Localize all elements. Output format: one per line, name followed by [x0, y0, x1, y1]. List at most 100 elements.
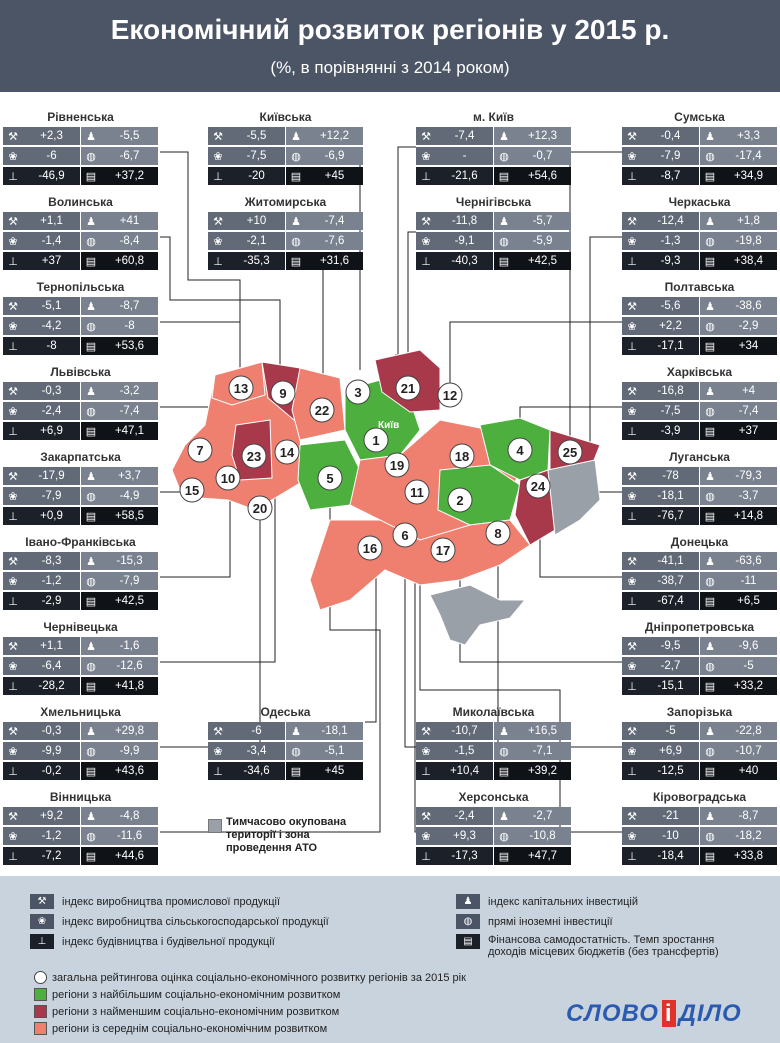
indicator-value: -9,6: [738, 640, 759, 652]
indicator-cell: ❀ -: [416, 147, 493, 165]
indicator-value: -20: [248, 170, 265, 182]
indicator-value: +43,6: [114, 765, 145, 777]
rank-circle: [447, 487, 473, 513]
rank-number: 5: [326, 471, 333, 486]
indicator-cell: ⚒ -0,4: [622, 127, 699, 145]
indicator-cell: ♟ -4,8: [81, 807, 158, 825]
indicator-cell: ▤ +45: [286, 762, 363, 780]
indicator-row: ⊥ +6,9 ▤ +47,1: [3, 422, 158, 440]
indicator-row: ⚒ -9,5 ♟ -9,6: [622, 637, 777, 655]
indicator-row: ⊥ +10,4 ▤ +39,2: [416, 762, 571, 780]
globe-icon: ◍: [291, 745, 301, 758]
indicator-cell: ⚒ -5: [622, 722, 699, 740]
region-name: Тернопільська: [36, 280, 125, 294]
indicator-cell: ⊥ -17,3: [416, 847, 493, 865]
indicator-cell: ⊥ -34,6: [208, 762, 285, 780]
rank-circle: [395, 375, 421, 401]
money-icon: ▤: [85, 425, 97, 438]
indicator-value: -10,7: [735, 745, 762, 757]
indicator-row: ⚒ -12,4 ♟ +1,8: [622, 212, 777, 230]
indicator-row: ❀ -18,1 ◍ -3,7: [622, 487, 777, 505]
people-icon: ♟: [86, 300, 96, 313]
region-card-chernivtsi: Чернівецька ⚒ +1,1 ♟ -1,6 ❀ -6,4 ◍ -12,6 ⊥ -28,2 ▤ +…: [3, 620, 158, 695]
indicator-cell: ⚒ -17,9: [3, 467, 80, 485]
region-card-kherson: Херсонська ⚒ -2,4 ♟ -2,7 ❀ +9,3 ◍ -10,8 ⊥ -17,3 ▤ +4…: [416, 790, 571, 865]
indicator-row: ❀ -1,3 ◍ -19,8: [622, 232, 777, 250]
indicator-cell: ⚒ -2,4: [416, 807, 493, 825]
region-name: Волинська: [48, 195, 113, 209]
rank-circle: [384, 452, 410, 478]
region-shape-ato: [547, 459, 601, 536]
wrench-icon: ⚒: [627, 725, 637, 738]
crane-icon: ⊥: [627, 595, 637, 608]
indicator-value: -1,5: [454, 745, 475, 757]
indicator-cell: ◍ -7,4: [81, 402, 158, 420]
indicator-row: ❀ - ◍ -0,7: [416, 147, 571, 165]
crane-icon: ⊥: [627, 425, 637, 438]
money-icon: ▤: [456, 934, 480, 949]
indicator-cell: ⚒ -0,3: [3, 382, 80, 400]
indicator-cell: ❀ +6,9: [622, 742, 699, 760]
indicator-row: ⚒ +2,3 ♟ -5,5: [3, 127, 158, 145]
wrench-icon: ⚒: [627, 385, 637, 398]
indicator-cell: ♟ -38,6: [700, 297, 777, 315]
indicator-row: ⊥ +0,9 ▤ +58,5: [3, 507, 158, 525]
indicator-cell: ❀ -7,9: [3, 487, 80, 505]
wrench-icon: ⚒: [627, 215, 637, 228]
globe-icon: ◍: [705, 150, 715, 163]
indicator-row: ⊥ -2,9 ▤ +42,5: [3, 592, 158, 610]
region-name: Харківська: [666, 365, 733, 379]
capital-label: Київ: [378, 420, 399, 431]
globe-icon: ◍: [705, 745, 715, 758]
indicator-row: ⊥ -28,2 ▤ +41,8: [3, 677, 158, 695]
indicator-cell: ▤ +39,2: [494, 762, 571, 780]
indicator-cell: ⊥ -46,9: [3, 167, 80, 185]
indicator-value: -8: [46, 340, 57, 352]
rank-number: 8: [494, 526, 501, 541]
indicator-cell: ▤ +43,6: [81, 762, 158, 780]
indicator-value: -7,5: [660, 405, 681, 417]
indicator-cell: ◍ -5,9: [494, 232, 571, 250]
region-card-odesa: Одеська ⚒ -6 ♟ -18,1 ❀ -3,4 ◍ -5,1 ⊥ -34,6 ▤ +45: [208, 705, 363, 780]
wheat-icon: ❀: [8, 405, 18, 418]
indicator-value: -46,9: [38, 170, 65, 182]
indicator-value: -7,9: [119, 575, 140, 587]
indicator-cell: ♟ +3,3: [700, 127, 777, 145]
rank-marker-1: 1: [363, 427, 389, 453]
indicator-row: ❀ +2,2 ◍ -2,9: [622, 317, 777, 335]
indicator-value: -7,9: [41, 490, 62, 502]
indicator-row: ⊥ -8,7 ▤ +34,9: [622, 167, 777, 185]
wrench-icon: ⚒: [8, 555, 18, 568]
region-name: Полтавська: [664, 280, 735, 294]
money-icon: ▤: [498, 170, 510, 183]
money-icon: ▤: [704, 510, 716, 523]
indicator-cell: ♟ +3,7: [81, 467, 158, 485]
indicator-cell: ⚒ -11,8: [416, 212, 493, 230]
region-card-ternopil: Тернопільська ⚒ -5,1 ♟ -8,7 ❀ -4,2 ◍ -8 ⊥ -8 ▤ +53,6: [3, 280, 158, 355]
region-card-ivano-frankivsk: Івано-Франківська ⚒ -8,3 ♟ -15,3 ❀ -1,2 ◍ -7,9 ⊥ -…: [3, 535, 158, 610]
crane-icon: ⊥: [8, 595, 18, 608]
indicator-cell: ⊥ -20: [208, 167, 285, 185]
rank-number: 20: [253, 501, 267, 516]
indicator-value: -0,3: [41, 725, 62, 737]
indicator-cell: ▤ +34: [700, 337, 777, 355]
indicator-value: -38,7: [657, 575, 684, 587]
people-icon: ♟: [86, 130, 96, 143]
rank-circle: [309, 397, 335, 423]
indicator-cell: ⚒ -7,4: [416, 127, 493, 145]
indicator-value: +47,1: [114, 425, 145, 437]
indicator-value: -2,1: [246, 235, 267, 247]
indicator-value: -1,4: [41, 235, 62, 247]
indicator-cell: ❀ -7,5: [208, 147, 285, 165]
indicator-row: ⚒ -2,4 ♟ -2,7: [416, 807, 571, 825]
indicator-value: -: [462, 150, 467, 162]
indicator-cell: ◍ -9,9: [81, 742, 158, 760]
indicator-value: -7,4: [119, 405, 140, 417]
indicator-cell: ▤ +42,5: [494, 252, 571, 270]
rank-circle: [228, 375, 254, 401]
wheat-icon: ❀: [8, 320, 18, 333]
indicator-row: ⊥ -35,3 ▤ +31,6: [208, 252, 363, 270]
rank-circle: [363, 427, 389, 453]
wheat-icon: ❀: [421, 235, 431, 248]
indicator-value: +3,7: [118, 470, 141, 482]
